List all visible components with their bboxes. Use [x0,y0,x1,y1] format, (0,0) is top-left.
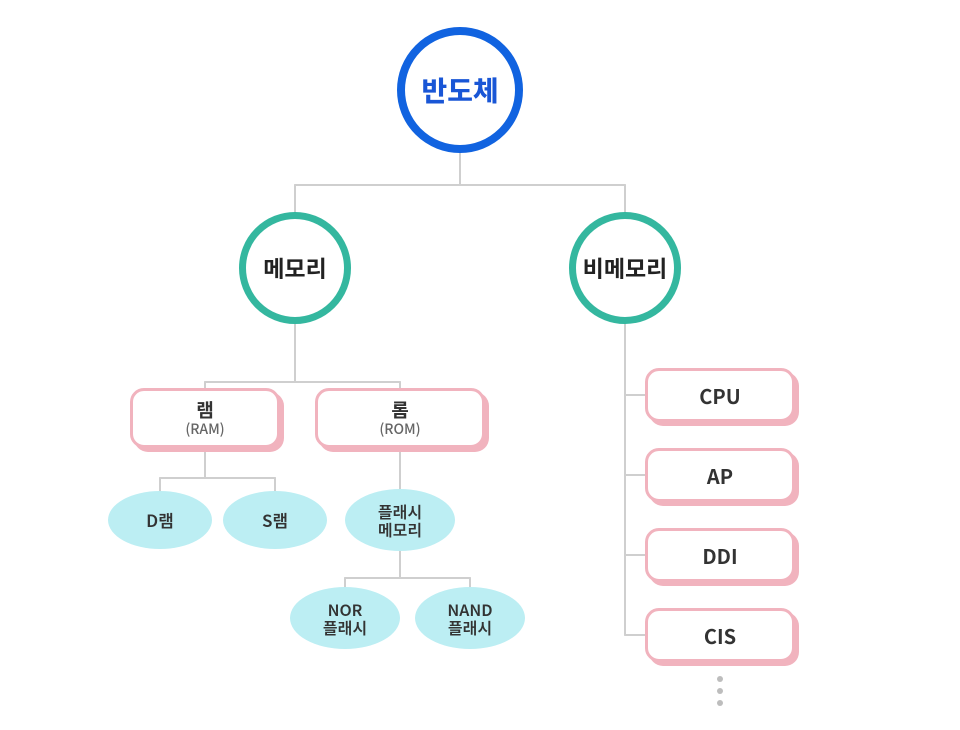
rom-label-sub: (ROM) [379,421,420,437]
flash-label: 플래시 메모리 [378,502,422,539]
memory-label: 메모리 [263,255,326,280]
root-label: 반도체 [421,75,498,106]
flash-node: 플래시 메모리 [345,489,455,551]
rom-node: 롬(ROM) [315,388,485,448]
root-node: 반도체 [397,27,523,153]
nonmemory-label: 비메모리 [583,255,668,280]
ap-node: AP [645,448,795,502]
sram-label: S램 [262,510,288,530]
ap-label: AP [707,464,733,487]
nor-label: NOR 플래시 [323,600,367,637]
ddi-label: DDI [702,544,737,567]
dram-node: D램 [108,491,212,549]
sram-node: S램 [223,491,327,549]
memory-node: 메모리 [239,212,351,324]
cpu-node: CPU [645,368,795,422]
cis-label: CIS [704,624,736,647]
nand-label: NAND 플래시 [447,600,492,637]
ram-node: 램(RAM) [130,388,280,448]
diagram-stage: 반도체메모리 비메모리램(RAM) 롬(ROM) D램 S램 플래시 메모리 NOR 플래시… [0,0,960,730]
rom-label-main: 롬 [391,399,408,421]
cpu-label: CPU [699,384,740,407]
nand-node: NAND 플래시 [415,587,525,649]
cis-node: CIS [645,608,795,662]
ram-label-main: 램 [196,399,213,421]
ddi-node: DDI [645,528,795,582]
more-items-ellipsis [717,676,723,706]
nonmemory-node: 비메모리 [569,212,681,324]
dram-label: D램 [146,510,174,530]
ram-label-sub: (RAM) [185,421,224,437]
nor-node: NOR 플래시 [290,587,400,649]
